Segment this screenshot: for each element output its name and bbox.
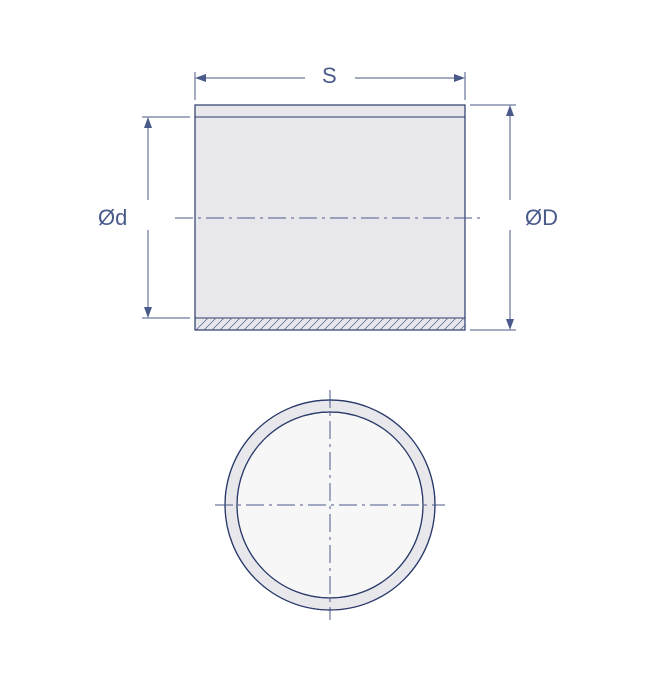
engineering-diagram: S Ød ØD — [0, 0, 671, 670]
label-width: S — [322, 63, 337, 89]
label-inner-diameter: Ød — [98, 205, 127, 231]
label-outer-diameter: ØD — [525, 205, 558, 231]
top-view — [215, 390, 445, 620]
side-view — [175, 105, 485, 330]
dimension-outer-diameter — [470, 105, 516, 330]
diagram-svg — [0, 0, 671, 670]
